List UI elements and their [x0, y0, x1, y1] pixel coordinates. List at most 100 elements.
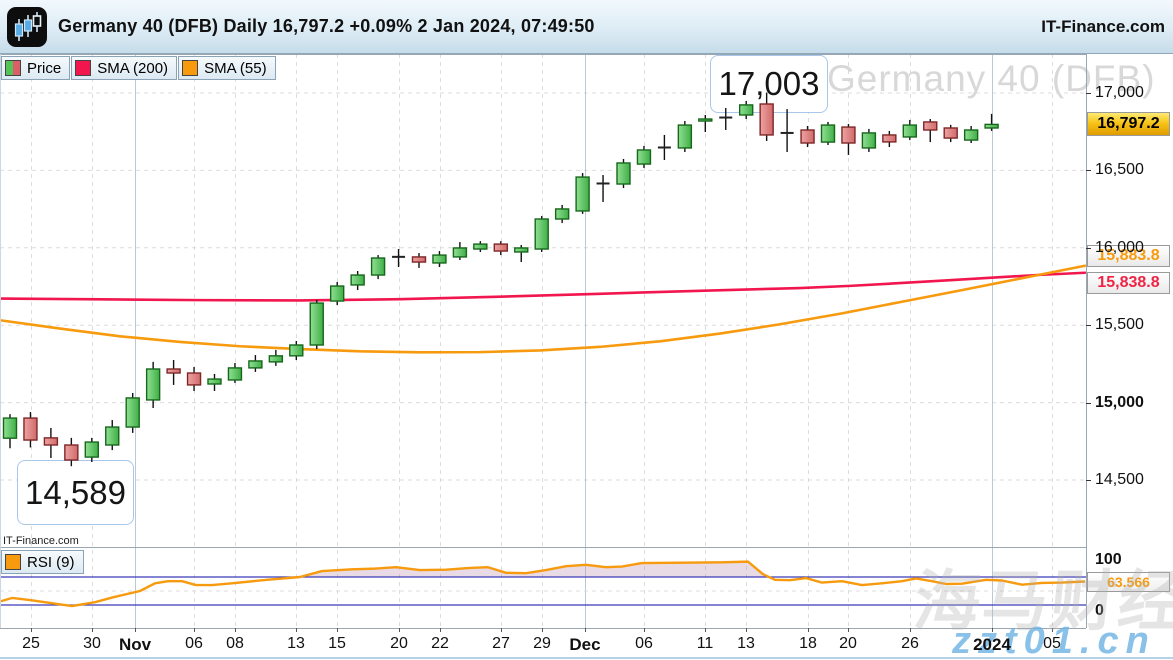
chart-copyright: IT-Finance.com [3, 535, 79, 547]
candle [166, 360, 181, 385]
x-axis-label: 08 [226, 635, 244, 652]
x-axis-tick [399, 628, 400, 632]
candle-body-down [64, 444, 79, 461]
candle [820, 121, 836, 146]
candle-body-up [861, 132, 877, 149]
candle [289, 340, 304, 361]
candle-body-up [473, 243, 488, 250]
x-axis-tick [992, 628, 993, 632]
x-axis-tick [848, 628, 849, 632]
candle [657, 134, 671, 161]
sma55-value-badge: 15,883.8 [1087, 244, 1170, 267]
y-axis-tick [1086, 93, 1091, 94]
candle [145, 361, 161, 409]
chart-title: Germany 40 (DFB) Daily 16,797.2 +0.09% 2… [58, 16, 595, 36]
candle [411, 253, 427, 268]
candle-body-up [309, 302, 324, 346]
candle-body-up [105, 426, 120, 446]
candle [268, 349, 284, 366]
time-axis[interactable]: 25 30 Nov 06 08 13 15 20 22 27 29 Dec 06 11 13 18 20 26 20… [0, 628, 1173, 660]
candle [780, 109, 794, 152]
x-axis-tick [296, 628, 297, 632]
x-axis-tick [194, 628, 195, 632]
candle [392, 249, 406, 267]
candle-body-down [411, 256, 427, 263]
candle [984, 113, 999, 131]
price-axis[interactable]: 16,797.2 15,883.8 15,838.8 63.566 17,000… [1086, 54, 1173, 660]
x-axis-label: 13 [737, 635, 755, 652]
candle-body-up [227, 367, 243, 381]
legend-sma200-chip[interactable]: SMA (200) [71, 56, 178, 80]
sma200-swatch-icon [75, 60, 92, 76]
candle [452, 242, 468, 261]
candle [248, 355, 263, 372]
x-axis-label: 11 [696, 635, 714, 652]
instrument-watermark: Germany 40 (DFB) [827, 58, 1156, 99]
candle-body-up [677, 124, 693, 149]
candle [677, 121, 693, 152]
price-legend: Price SMA (200) SMA (55) [1, 56, 277, 80]
y-axis-tick [1086, 402, 1091, 404]
candle [43, 427, 59, 458]
x-axis-label: 15 [328, 635, 346, 652]
gridlines [0, 54, 1086, 628]
candle-body-up [698, 118, 713, 122]
rsi-panel [0, 560, 1086, 608]
candle [616, 158, 631, 189]
y-axis-tick [1086, 170, 1091, 172]
candle [84, 437, 100, 463]
candle-body-down [923, 121, 938, 131]
x-axis-label: 25 [22, 635, 40, 652]
candle [64, 437, 79, 467]
x-axis-label: 27 [492, 635, 510, 652]
x-axis-tick [501, 628, 502, 632]
candle [902, 119, 917, 141]
candle [739, 100, 754, 120]
y-axis-tick [1086, 247, 1091, 249]
candle [943, 124, 958, 143]
candle [861, 128, 877, 152]
candle-body-up [554, 208, 570, 220]
x-axis-label: 20 [839, 635, 857, 652]
candle-body-up [820, 124, 836, 143]
rsi-swatch-icon [5, 554, 21, 570]
x-axis-tick [705, 628, 706, 632]
candle [23, 412, 38, 448]
candle [2, 414, 18, 449]
x-axis-tick [542, 628, 543, 632]
candle-body-up [289, 344, 304, 357]
candle-body-up [616, 162, 631, 185]
candle [759, 92, 774, 141]
candle [473, 241, 488, 252]
sma55-swatch-icon [182, 60, 199, 76]
candle [207, 373, 222, 391]
candle [554, 204, 570, 224]
candle-body-up [534, 218, 549, 250]
rsi-line [0, 560, 1086, 608]
legend-sma55-chip[interactable]: SMA (55) [178, 56, 276, 80]
x-axis-label: 05 [1043, 635, 1061, 652]
candle-body-up [452, 247, 468, 258]
candle-body-down [800, 129, 815, 144]
candle [596, 175, 610, 202]
sma55-line [0, 264, 1087, 354]
legend-rsi-chip[interactable]: RSI (9) [1, 550, 84, 574]
candle [432, 251, 447, 267]
price-swatch-icon [5, 60, 21, 76]
candle [698, 114, 713, 133]
candle-body-up [902, 124, 917, 138]
x-axis-label: Dec [569, 635, 601, 654]
y-axis-tick [1086, 325, 1091, 327]
panel-borders [0, 54, 1087, 629]
x-axis-tick [337, 628, 338, 632]
candle-body-up [370, 257, 386, 276]
rsi-axis-label: 0 [1095, 601, 1104, 619]
candle [534, 216, 549, 252]
candle [800, 125, 815, 148]
candle-body-up [145, 368, 161, 401]
legend-price-chip[interactable]: Price [1, 56, 71, 80]
top-bar: Germany 40 (DFB) Daily 16,797.2 +0.09% 2… [0, 0, 1173, 54]
legend-price-label: Price [27, 59, 62, 77]
